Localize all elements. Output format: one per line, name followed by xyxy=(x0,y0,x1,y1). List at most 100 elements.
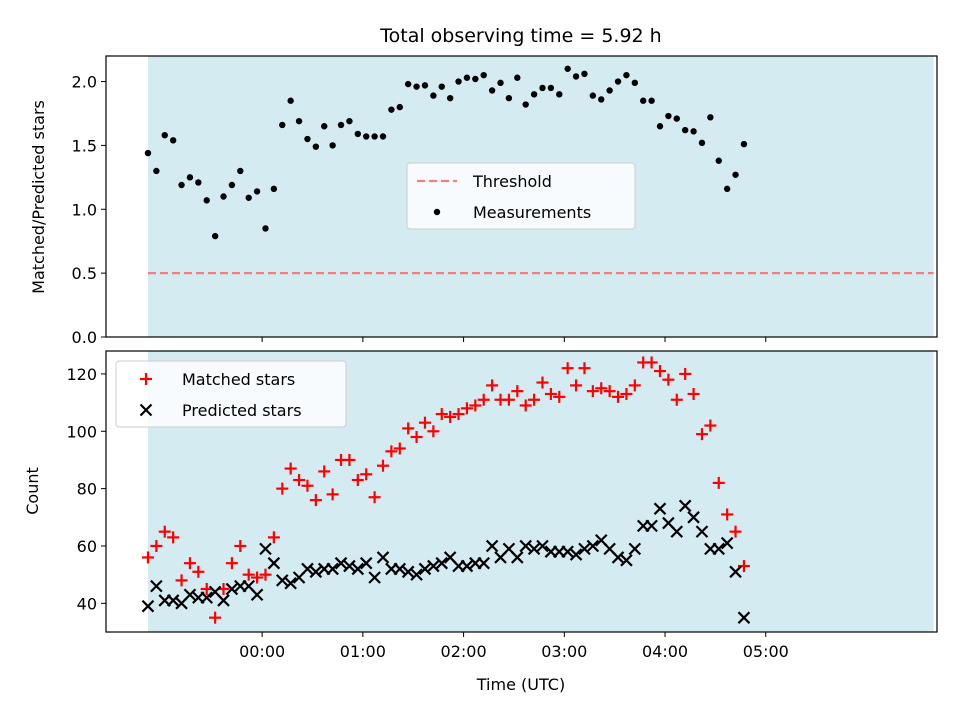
predicted-star-b xyxy=(527,542,541,556)
predicted-star-b xyxy=(418,562,432,576)
predicted-star-b xyxy=(410,568,423,581)
matched-star-point xyxy=(360,468,373,481)
measurement-point xyxy=(220,193,227,200)
predicted-star-point xyxy=(225,582,239,596)
legend-label: Predicted stars xyxy=(182,401,302,420)
predicted-star-point xyxy=(326,562,339,576)
predicted-star-point xyxy=(334,556,348,570)
x-tick-label: 05:00 xyxy=(743,642,789,661)
predicted-star-b xyxy=(485,539,499,553)
measurement-point xyxy=(430,92,437,99)
measurement-point xyxy=(161,131,168,139)
predicted-star-b xyxy=(628,542,642,556)
y-tick-label: 100 xyxy=(66,422,97,441)
matched-star-point xyxy=(460,402,473,415)
measurement-point xyxy=(195,179,202,186)
matched-star-point xyxy=(603,385,616,398)
predicted-star-b xyxy=(326,562,339,576)
predicted-star-point xyxy=(200,591,214,604)
measurement-point xyxy=(262,225,269,232)
matched-star-point xyxy=(410,431,423,444)
matched-star-point xyxy=(553,390,566,403)
matched-star-point xyxy=(368,491,381,504)
matched-star-point xyxy=(418,416,431,429)
measurement-point xyxy=(446,94,454,102)
measurement-point xyxy=(354,130,362,138)
measurement-point xyxy=(598,96,605,103)
matched-star-point xyxy=(435,408,448,421)
matched-star-point xyxy=(276,482,289,495)
predicted-star-point xyxy=(460,559,474,573)
measurement-point xyxy=(530,91,538,98)
legend-box xyxy=(406,162,636,230)
matched-star-point xyxy=(385,445,398,458)
matched-star-point xyxy=(242,568,255,581)
predicted-star-point xyxy=(393,562,407,576)
predicted-star-point xyxy=(536,539,549,553)
matched-star-point xyxy=(267,531,280,544)
matched-star-point xyxy=(687,388,700,401)
measurement-point xyxy=(304,135,311,143)
matched-star-point xyxy=(402,422,415,435)
measurement-point xyxy=(681,126,689,134)
matched-star-point xyxy=(150,539,163,552)
y-tick-label: 120 xyxy=(66,365,97,384)
x-axis-label: Time (UTC) xyxy=(476,675,565,694)
predicted-star-b xyxy=(653,502,667,515)
measurement-point xyxy=(169,137,177,144)
legend-measurement-swatch xyxy=(433,208,441,216)
predicted-star-b xyxy=(200,591,214,604)
measurement-point xyxy=(253,188,261,195)
y-tick-label: 1.0 xyxy=(72,200,97,219)
measurement-point xyxy=(363,133,370,140)
measurement-point xyxy=(623,71,630,79)
matched-star-point xyxy=(234,539,247,552)
measurement-point xyxy=(656,123,664,130)
predicted-star-point xyxy=(737,611,751,624)
predicted-star-b xyxy=(678,499,692,513)
predicted-star-b xyxy=(376,551,390,564)
predicted-star-b xyxy=(183,588,197,602)
predicted-star-b xyxy=(284,576,297,590)
predicted-star-b xyxy=(586,539,600,553)
predicted-star-point xyxy=(485,539,499,553)
matched-star-point xyxy=(595,382,608,395)
measurement-point xyxy=(581,70,588,78)
x-tick-label: 01:00 xyxy=(340,642,386,661)
predicted-star-point xyxy=(376,551,390,564)
matched-star-point xyxy=(486,379,499,392)
measurement-point xyxy=(438,83,445,90)
measurement-point xyxy=(740,140,748,148)
measurement-point xyxy=(228,181,236,189)
predicted-star-b xyxy=(645,519,658,533)
measurement-point xyxy=(723,185,731,193)
matched-star-point xyxy=(444,410,457,423)
matched-star-point xyxy=(586,385,599,398)
predicted-star-b xyxy=(427,559,440,573)
predicted-star-b xyxy=(368,571,381,584)
measurement-point xyxy=(614,78,622,85)
predicted-star-b xyxy=(225,582,239,596)
measurement-point xyxy=(606,87,613,94)
matched-star-point xyxy=(477,393,490,406)
matched-star-point xyxy=(620,388,633,401)
measurement-point xyxy=(329,142,336,149)
predicted-star-point xyxy=(712,542,726,556)
measurement-point xyxy=(144,149,152,157)
matched-star-point xyxy=(645,356,658,369)
measurement-point xyxy=(707,114,714,121)
predicted-star-b xyxy=(166,594,180,607)
predicted-star-b xyxy=(511,551,524,564)
measurement-point xyxy=(488,87,496,94)
measurement-point xyxy=(522,101,529,108)
predicted-star-point xyxy=(183,588,197,602)
matched-star-point xyxy=(427,425,440,438)
measurement-point xyxy=(572,73,580,80)
matched-star-point xyxy=(183,557,196,570)
matched-star-point xyxy=(679,367,692,380)
predicted-star-point xyxy=(527,542,541,556)
matched-star-point xyxy=(502,393,515,406)
predicted-star-b xyxy=(662,516,675,530)
predicted-star-point xyxy=(477,556,491,570)
y-tick-label: 80 xyxy=(77,480,97,499)
